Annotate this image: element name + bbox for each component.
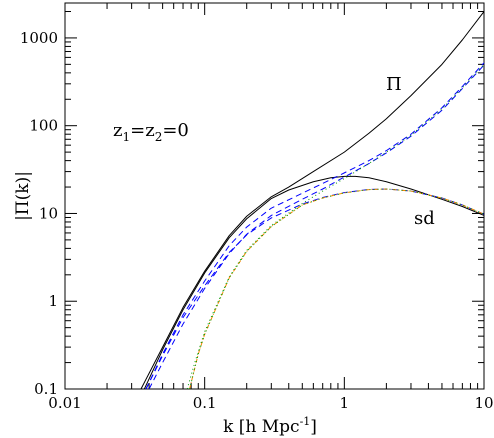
series-line-7 bbox=[189, 188, 485, 390]
series-line-4 bbox=[148, 64, 485, 390]
y-tick-label: 1 bbox=[48, 292, 58, 310]
series-line-3 bbox=[145, 62, 485, 390]
axis-ticks bbox=[64, 3, 485, 390]
y-tick-label: 1000 bbox=[20, 29, 58, 47]
z-annotation: z1=z2=0 bbox=[113, 120, 189, 144]
plot-frame bbox=[64, 2, 485, 390]
y-axis-label: |Π(k)| bbox=[13, 171, 33, 221]
series-line-8 bbox=[189, 188, 485, 390]
x-tick-label: 10 bbox=[474, 394, 493, 412]
x-axis-label: k [h Mpc-1] bbox=[223, 415, 317, 437]
pi-curve-label: Π bbox=[386, 74, 402, 95]
series-line-2 bbox=[143, 175, 485, 390]
x-tick-label: 0.01 bbox=[48, 394, 81, 412]
series-line-5 bbox=[145, 188, 485, 390]
sd-curve-label: sd bbox=[414, 208, 435, 229]
series-line-6 bbox=[186, 64, 485, 390]
y-tick-label: 0.1 bbox=[34, 380, 58, 398]
y-tick-label: 100 bbox=[29, 117, 58, 135]
y-tick-label: 10 bbox=[39, 204, 58, 222]
x-tick-label: 1 bbox=[340, 394, 350, 412]
x-tick-label: 0.1 bbox=[193, 394, 217, 412]
data-series bbox=[140, 11, 485, 390]
series-line-1 bbox=[140, 11, 485, 390]
